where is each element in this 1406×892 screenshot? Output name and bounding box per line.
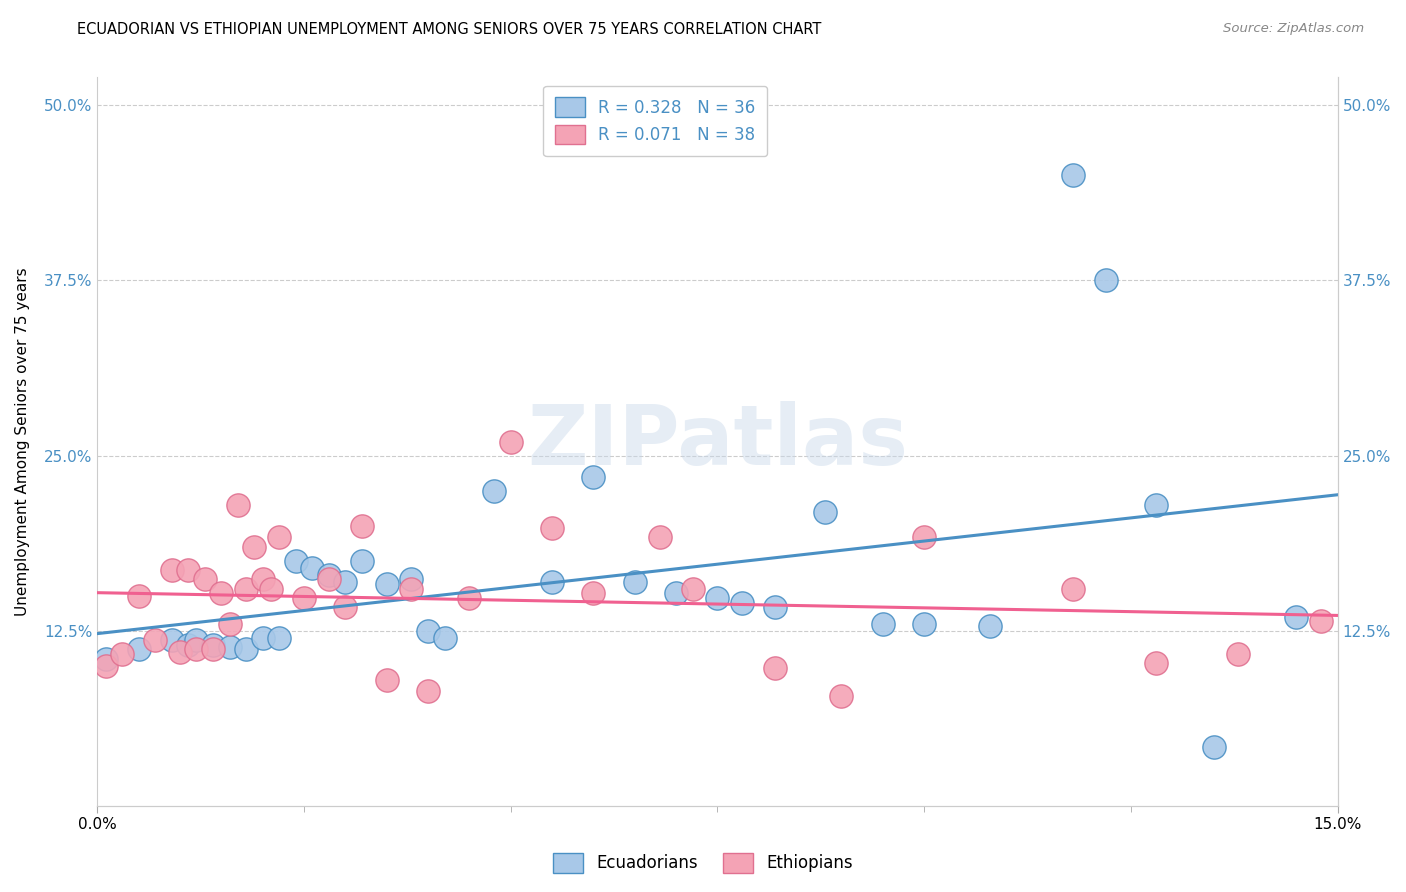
- Point: [1227, 648, 1250, 662]
- Legend: Ecuadorians, Ethiopians: Ecuadorians, Ethiopians: [547, 847, 859, 880]
- Point: [269, 631, 291, 645]
- Point: [301, 560, 323, 574]
- Point: [252, 631, 274, 645]
- Point: [648, 530, 671, 544]
- Text: ZIPatlas: ZIPatlas: [527, 401, 908, 482]
- Point: [202, 638, 225, 652]
- Point: [350, 553, 373, 567]
- Point: [1285, 609, 1308, 624]
- Point: [1310, 614, 1333, 628]
- Legend: R = 0.328   N = 36, R = 0.071   N = 38: R = 0.328 N = 36, R = 0.071 N = 38: [544, 86, 768, 156]
- Point: [111, 648, 134, 662]
- Point: [202, 641, 225, 656]
- Point: [218, 616, 240, 631]
- Point: [458, 591, 481, 606]
- Point: [243, 540, 266, 554]
- Point: [235, 641, 257, 656]
- Point: [128, 641, 150, 656]
- Point: [706, 591, 728, 606]
- Point: [177, 638, 200, 652]
- Point: [1062, 582, 1084, 596]
- Point: [143, 633, 166, 648]
- Point: [318, 567, 340, 582]
- Point: [194, 572, 217, 586]
- Point: [763, 661, 786, 675]
- Point: [269, 530, 291, 544]
- Point: [284, 553, 307, 567]
- Point: [665, 586, 688, 600]
- Point: [335, 599, 357, 614]
- Point: [235, 582, 257, 596]
- Point: [169, 644, 191, 658]
- Point: [1144, 498, 1167, 512]
- Point: [912, 616, 935, 631]
- Point: [128, 589, 150, 603]
- Point: [763, 599, 786, 614]
- Point: [1095, 273, 1118, 287]
- Point: [433, 631, 456, 645]
- Point: [375, 673, 398, 687]
- Point: [375, 577, 398, 591]
- Point: [682, 582, 704, 596]
- Point: [499, 434, 522, 449]
- Point: [1062, 169, 1084, 183]
- Text: Source: ZipAtlas.com: Source: ZipAtlas.com: [1223, 22, 1364, 36]
- Point: [416, 624, 439, 638]
- Point: [350, 518, 373, 533]
- Point: [292, 591, 315, 606]
- Point: [218, 640, 240, 655]
- Point: [94, 651, 117, 665]
- Point: [830, 690, 852, 704]
- Point: [260, 582, 283, 596]
- Point: [226, 498, 249, 512]
- Point: [482, 483, 505, 498]
- Point: [94, 658, 117, 673]
- Point: [416, 683, 439, 698]
- Text: ECUADORIAN VS ETHIOPIAN UNEMPLOYMENT AMONG SENIORS OVER 75 YEARS CORRELATION CHA: ECUADORIAN VS ETHIOPIAN UNEMPLOYMENT AMO…: [77, 22, 821, 37]
- Point: [401, 582, 423, 596]
- Point: [1144, 656, 1167, 670]
- Point: [186, 633, 208, 648]
- Point: [160, 563, 183, 577]
- Point: [335, 574, 357, 589]
- Point: [623, 574, 645, 589]
- Point: [872, 616, 894, 631]
- Point: [177, 563, 200, 577]
- Point: [814, 504, 837, 518]
- Point: [541, 574, 564, 589]
- Point: [731, 596, 754, 610]
- Point: [912, 530, 935, 544]
- Point: [582, 469, 605, 483]
- Point: [979, 619, 1001, 633]
- Point: [252, 572, 274, 586]
- Point: [401, 572, 423, 586]
- Point: [582, 586, 605, 600]
- Y-axis label: Unemployment Among Seniors over 75 years: Unemployment Among Seniors over 75 years: [15, 268, 30, 615]
- Point: [186, 641, 208, 656]
- Point: [318, 572, 340, 586]
- Point: [1202, 739, 1225, 754]
- Point: [209, 586, 232, 600]
- Point: [541, 521, 564, 535]
- Point: [160, 633, 183, 648]
